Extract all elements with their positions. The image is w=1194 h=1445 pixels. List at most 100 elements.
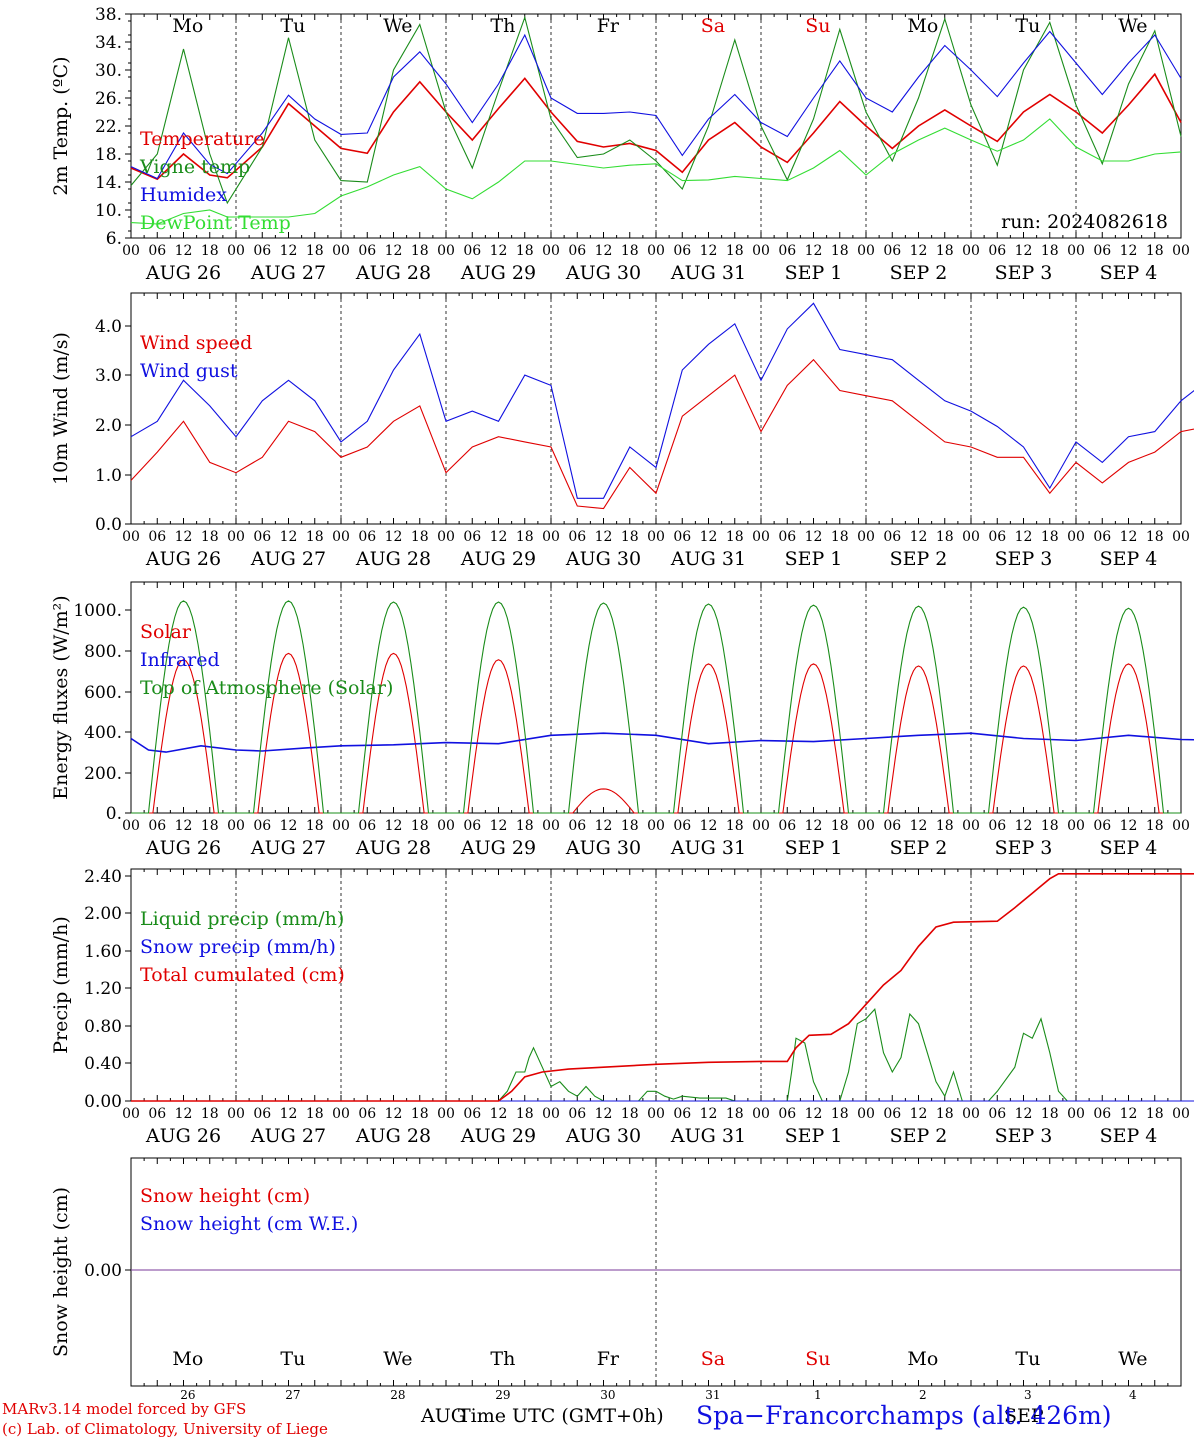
hour-tick-label: 00 xyxy=(857,1106,875,1122)
hour-tick-label: 18 xyxy=(516,243,534,259)
date-label: AUG 30 xyxy=(565,837,641,859)
hour-tick-label: 18 xyxy=(936,243,954,259)
y-tick-label: 14. xyxy=(95,173,122,193)
series-line-infrared xyxy=(130,732,1194,753)
hour-tick-label: 00 xyxy=(962,243,980,259)
hour-tick-label: 12 xyxy=(700,243,718,259)
y-tick-label: 0.0 xyxy=(95,515,122,535)
y-axis-label: Snow height (cm) xyxy=(50,1187,72,1357)
hour-tick-label: 12 xyxy=(385,1106,403,1122)
hour-tick-label: 00 xyxy=(332,529,350,545)
hour-tick-label: 00 xyxy=(647,818,665,834)
date-label: AUG 28 xyxy=(355,1125,431,1147)
day-name-top: Tu xyxy=(1015,15,1040,37)
hour-tick-label: 12 xyxy=(805,1106,823,1122)
hour-tick-label: 06 xyxy=(673,818,691,834)
y-tick-label: 1.0 xyxy=(95,466,122,486)
y-tick-label: 0. xyxy=(106,804,122,824)
hour-tick-label: 18 xyxy=(516,818,534,834)
hour-tick-label: 12 xyxy=(910,1106,928,1122)
hour-tick-label: 12 xyxy=(175,1106,193,1122)
y-tick-label: 2.40 xyxy=(84,867,122,887)
series-line-wind-gust xyxy=(130,302,1194,499)
hour-tick-label: 06 xyxy=(673,1106,691,1122)
hour-tick-label: 12 xyxy=(1120,243,1138,259)
y-tick-label: 3.0 xyxy=(95,366,122,386)
hour-tick-label: 18 xyxy=(1041,529,1059,545)
hour-tick-label: 00 xyxy=(332,818,350,834)
hour-tick-label: 06 xyxy=(778,818,796,834)
day-name-bottom: Sa xyxy=(701,1348,725,1370)
day-name-top: Tu xyxy=(280,15,305,37)
hour-tick-label: 18 xyxy=(306,529,324,545)
y-tick-label: 600. xyxy=(84,683,122,703)
day-name-top: Mo xyxy=(907,15,938,37)
hour-tick-label: 18 xyxy=(1041,1106,1059,1122)
date-label: AUG 28 xyxy=(355,262,431,284)
hour-tick-label: 18 xyxy=(621,529,639,545)
hour-tick-label: 06 xyxy=(148,243,166,259)
legend-entry: Vigne temp xyxy=(139,156,250,178)
hour-tick-label: 18 xyxy=(831,529,849,545)
date-label: SEP 4 xyxy=(1100,548,1158,570)
hour-tick-label: 00 xyxy=(542,243,560,259)
day-name-bottom: Su xyxy=(805,1348,830,1370)
date-label: SEP 3 xyxy=(995,1125,1053,1147)
hour-tick-label: 00 xyxy=(1067,818,1085,834)
y-tick-label: 18. xyxy=(95,145,122,165)
date-label: AUG 26 xyxy=(145,837,221,859)
legend-entry: Wind speed xyxy=(140,332,252,354)
model-credit: MARv3.14 model forced by GFS xyxy=(2,1400,247,1418)
hour-tick-label: 06 xyxy=(1093,243,1111,259)
panel-frame xyxy=(130,13,1182,239)
hour-tick-label: 00 xyxy=(122,529,140,545)
hour-tick-label: 06 xyxy=(463,818,481,834)
day-name-top: Sa xyxy=(701,15,725,37)
day-name-bottom: We xyxy=(383,1348,412,1370)
hour-tick-label: 00 xyxy=(1172,243,1190,259)
legend-entry: Solar xyxy=(140,621,192,643)
hour-tick-label: 18 xyxy=(1041,818,1059,834)
hour-tick-label: 00 xyxy=(857,243,875,259)
hour-tick-label: 06 xyxy=(253,529,271,545)
legend-entry: Snow height (cm W.E.) xyxy=(140,1213,358,1235)
hour-tick-label: 18 xyxy=(201,243,219,259)
month-start-label: AUG xyxy=(421,1405,466,1427)
day-name-bottom: Th xyxy=(490,1348,515,1370)
hour-tick-label: 18 xyxy=(306,1106,324,1122)
hour-tick-label: 06 xyxy=(253,1106,271,1122)
y-tick-label: 0.80 xyxy=(84,1017,122,1037)
day-number: 30 xyxy=(600,1388,615,1402)
hour-tick-label: 00 xyxy=(332,1106,350,1122)
hour-tick-label: 00 xyxy=(227,529,245,545)
hour-tick-label: 18 xyxy=(621,243,639,259)
hour-tick-label: 12 xyxy=(700,1106,718,1122)
y-tick-label: 1000. xyxy=(73,601,122,621)
legend-entry: Snow precip (mm/h) xyxy=(140,936,336,958)
hour-tick-label: 00 xyxy=(437,243,455,259)
hour-tick-label: 00 xyxy=(437,529,455,545)
date-label: SEP 2 xyxy=(890,262,948,284)
hour-tick-label: 06 xyxy=(673,529,691,545)
hour-tick-label: 06 xyxy=(568,818,586,834)
hour-tick-label: 00 xyxy=(1067,1106,1085,1122)
hour-tick-label: 06 xyxy=(778,243,796,259)
date-label: SEP 2 xyxy=(890,837,948,859)
hour-tick-label: 18 xyxy=(411,818,429,834)
hour-tick-label: 18 xyxy=(621,1106,639,1122)
hour-tick-label: 06 xyxy=(148,1106,166,1122)
hour-tick-label: 12 xyxy=(1015,243,1033,259)
hour-tick-label: 18 xyxy=(411,1106,429,1122)
legend-entry: Snow height (cm) xyxy=(140,1185,310,1207)
hour-tick-label: 00 xyxy=(542,818,560,834)
hour-tick-label: 18 xyxy=(1146,1106,1164,1122)
y-axis-label: Precip (mm/h) xyxy=(50,916,72,1054)
hour-tick-label: 06 xyxy=(463,1106,481,1122)
hour-tick-label: 18 xyxy=(516,1106,534,1122)
y-tick-label: 22. xyxy=(95,117,122,137)
day-name-top: Mo xyxy=(172,15,203,37)
hour-tick-label: 12 xyxy=(385,529,403,545)
hour-tick-label: 18 xyxy=(726,1106,744,1122)
hour-tick-label: 12 xyxy=(1120,1106,1138,1122)
